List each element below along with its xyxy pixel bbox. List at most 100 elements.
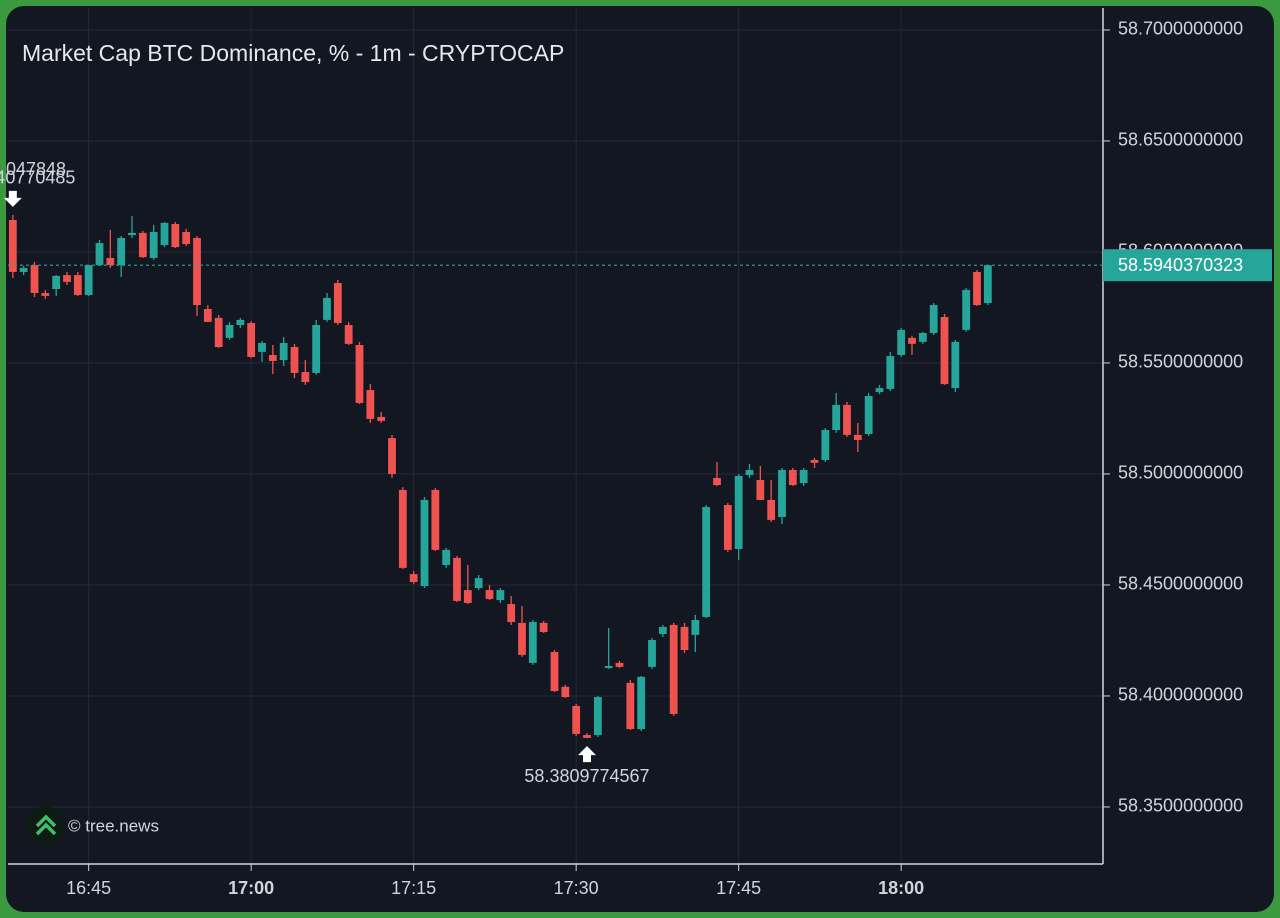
candle-body: [95, 243, 104, 266]
candle-body: [344, 325, 353, 344]
y-tick-label: 58.6500000000: [1118, 130, 1243, 150]
candle-body: [398, 489, 407, 568]
candle-body: [52, 275, 61, 290]
candle-body: [366, 390, 375, 419]
y-tick-label: 58.3500000000: [1118, 796, 1243, 816]
x-tick-label: 16:45: [66, 878, 111, 898]
candle-body: [723, 505, 732, 550]
candle-body: [8, 220, 17, 272]
candle-body: [940, 317, 949, 385]
candle-body: [799, 469, 808, 484]
candle-body: [853, 434, 862, 440]
candle-body: [19, 267, 28, 272]
y-tick-label: 58.5000000000: [1118, 463, 1243, 483]
y-tick-label: 58.5500000000: [1118, 352, 1243, 372]
candle-body: [539, 622, 548, 633]
candle-body: [463, 590, 472, 603]
candle-body: [355, 344, 364, 403]
candle-body: [236, 319, 245, 326]
candle-body: [182, 231, 191, 244]
x-tick-label: 17:45: [716, 878, 761, 898]
candle-body: [279, 342, 288, 361]
candle-body: [290, 346, 299, 373]
candle-body: [691, 620, 700, 635]
last-price-tag: [1103, 249, 1272, 282]
edge-label: 047848: [6, 159, 66, 179]
candle-body: [225, 325, 234, 338]
candle-body: [680, 626, 689, 650]
candle-body: [572, 705, 581, 734]
candle-body: [41, 293, 50, 296]
candle-body: [908, 337, 916, 344]
candle-body: [63, 275, 71, 282]
candle-body: [301, 372, 310, 383]
candle-body: [918, 332, 927, 342]
candle-body: [138, 232, 147, 258]
candle-body: [886, 356, 895, 389]
candle-body: [377, 416, 386, 421]
candle-body: [702, 507, 711, 617]
x-tick-label: 17:30: [554, 878, 599, 898]
candle-body: [312, 325, 321, 373]
low-label: 58.3809774567: [524, 766, 649, 786]
candle-body: [648, 640, 656, 667]
candle-body: [875, 388, 884, 393]
candle-body: [258, 342, 266, 352]
candle-body: [864, 396, 873, 435]
x-tick-label: 17:15: [391, 878, 436, 898]
candle-body: [658, 626, 667, 635]
candle-body: [821, 430, 830, 460]
candle-body: [528, 622, 537, 663]
candle-body: [474, 578, 483, 589]
watermark-logo: [26, 806, 66, 846]
candle-body: [604, 665, 613, 668]
candle-body: [333, 283, 342, 324]
x-tick-label: 17:00: [228, 878, 274, 898]
candle-body: [106, 257, 115, 266]
candle-body: [745, 469, 754, 476]
candle-body: [615, 662, 624, 667]
candle-body: [409, 574, 418, 583]
x-tick-label: 18:00: [878, 878, 924, 898]
candle-body: [583, 735, 591, 738]
last-price-label: 58.5940370323: [1118, 255, 1243, 275]
candle-body: [388, 437, 396, 474]
candle-body: [788, 469, 797, 486]
candle-body: [73, 275, 82, 296]
candle-body: [214, 317, 223, 347]
chart-title: Market Cap BTC Dominance, % - 1m - CRYPT…: [22, 40, 564, 66]
candle-body: [193, 237, 201, 306]
candle-body: [431, 489, 440, 550]
candle-body: [453, 557, 461, 601]
candle-body: [810, 459, 819, 463]
watermark: © tree.news: [68, 816, 159, 835]
candle-body: [561, 686, 570, 698]
candle-body: [171, 223, 180, 248]
candle-body: [756, 479, 765, 500]
candle-body: [550, 651, 559, 692]
candle-body: [843, 404, 851, 435]
candle-body: [669, 624, 678, 714]
candle-body: [973, 271, 981, 306]
grid: 58.3500000000 58.4000000000 58.4500000000 5…: [8, 8, 1243, 898]
candle-body: [160, 222, 169, 246]
candle-body: [149, 231, 158, 258]
candle-body: [767, 499, 776, 520]
candle-body: [30, 265, 39, 294]
candle-body: [734, 475, 743, 549]
candle-body: [268, 354, 277, 361]
candle-body: [507, 604, 516, 623]
candles: [8, 214, 992, 739]
candle-body: [496, 590, 505, 601]
y-tick-label: 58.4500000000: [1118, 574, 1243, 594]
candle-body: [832, 404, 841, 431]
high-label: 58.5940770485: [0, 168, 75, 188]
overlays: 58.5940770485 58.3809774567 58.5940370323: [0, 168, 1272, 786]
candle-body: [485, 590, 494, 599]
candle-body: [626, 682, 635, 730]
candle-body: [442, 549, 451, 565]
candle-body: [983, 265, 992, 304]
candle-body: [713, 477, 721, 486]
y-tick-label: 58.7000000000: [1118, 19, 1243, 39]
